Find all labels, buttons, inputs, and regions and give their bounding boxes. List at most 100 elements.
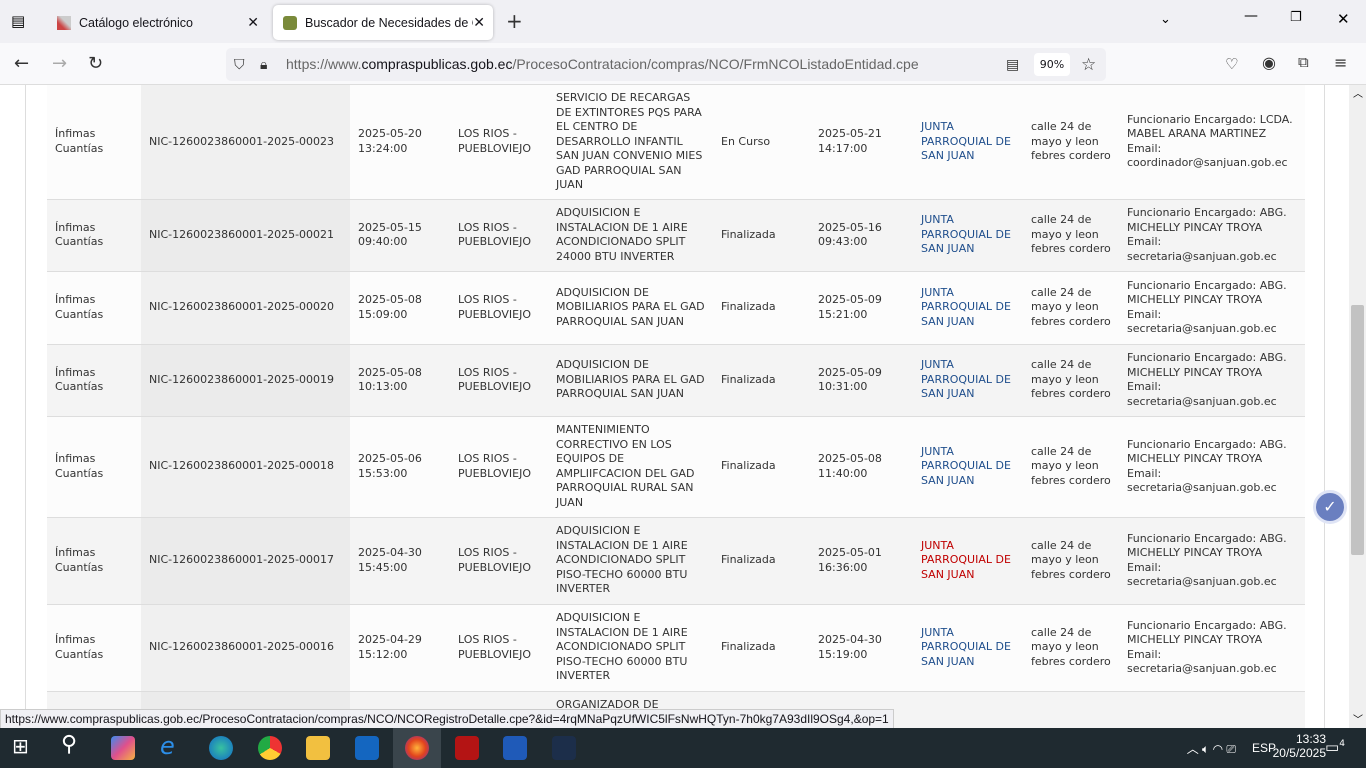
cell-ubicacion: LOS RIOS - PUEBLOVIEJO bbox=[450, 416, 548, 518]
cell-entidad[interactable]: JUNTA PARROQUIAL DE SAN JUAN bbox=[913, 85, 1023, 200]
cell-direccion: calle 24 de mayo y leon febres cordero bbox=[1023, 344, 1119, 417]
forward-icon[interactable]: → bbox=[52, 53, 68, 74]
cell-codigo: NIC-1260023860001-2025-00021 bbox=[141, 199, 350, 272]
cell-direccion bbox=[1023, 691, 1119, 728]
scrollbar-thumb[interactable] bbox=[1351, 305, 1364, 555]
results-table: Ínfimas Cuantías NIC-1260023860001-2025-0… bbox=[47, 85, 1305, 728]
cell-entidad[interactable]: JUNTA PARROQUIAL DE SAN JUAN bbox=[913, 199, 1023, 272]
cell-tipo: Ínfimas Cuantías bbox=[47, 416, 141, 518]
cell-ubicacion: LOS RIOS - PUEBLOVIEJO bbox=[450, 604, 548, 692]
close-window-icon[interactable]: ✕ bbox=[1337, 10, 1350, 28]
table-row: Ínfimas Cuantías NIC-1260023860001-2025-0… bbox=[47, 604, 1305, 692]
tab-strip: ▤ Catálogo electrónico ✕ Buscador de Nece… bbox=[0, 0, 1366, 43]
clock-time[interactable]: 13:33 bbox=[1295, 732, 1326, 746]
cell-descripcion: SERVICIO DE RECARGAS DE EXTINTORES PQS P… bbox=[548, 85, 713, 200]
cell-direccion: calle 24 de mayo y leon febres cordero bbox=[1023, 604, 1119, 692]
tray-icons[interactable]: ︿ 🔈︎ ◠ ⎚ bbox=[1186, 742, 1236, 756]
new-tab-icon[interactable]: + bbox=[506, 9, 523, 33]
back-icon[interactable]: ← bbox=[14, 53, 30, 74]
cell-direccion: calle 24 de mayo y leon febres cordero bbox=[1023, 271, 1119, 345]
cell-entidad[interactable] bbox=[913, 691, 1023, 728]
cell-estado: Finalizada bbox=[713, 271, 810, 345]
cell-direccion: calle 24 de mayo y leon febres cordero bbox=[1023, 416, 1119, 518]
cell-direccion: calle 24 de mayo y leon febres cordero bbox=[1023, 517, 1119, 605]
cell-direccion: calle 24 de mayo y leon febres cordero bbox=[1023, 199, 1119, 272]
tab-label: Catálogo electrónico bbox=[79, 15, 193, 30]
cell-estado: En Curso bbox=[713, 85, 810, 200]
cell-estado: Finalizada bbox=[713, 416, 810, 518]
minimize-icon[interactable]: — bbox=[1244, 8, 1258, 24]
cell-entidad[interactable]: JUNTA PARROQUIAL DE SAN JUAN bbox=[913, 604, 1023, 692]
reload-icon[interactable]: ↻ bbox=[88, 53, 104, 74]
url-path: /ProcesoContratacion/compras/NCO/FrmNCOL… bbox=[512, 56, 919, 72]
outlook-icon[interactable] bbox=[355, 736, 379, 760]
windows-start-icon[interactable]: ⊞ bbox=[12, 734, 29, 758]
acrobat-icon[interactable] bbox=[455, 736, 479, 760]
cell-codigo: NIC-1260023860001-2025-00019 bbox=[141, 344, 350, 417]
list-tabs-chevron-icon[interactable]: ⌄ bbox=[1160, 12, 1171, 27]
reader-view-icon[interactable]: ▤ bbox=[1006, 56, 1020, 72]
word-icon[interactable] bbox=[503, 736, 527, 760]
chrome-icon[interactable] bbox=[258, 736, 282, 760]
cell-codigo: NIC-1260023860001-2025-00016 bbox=[141, 604, 350, 692]
pocket-icon[interactable]: ♡ bbox=[1225, 55, 1239, 73]
scroll-up-icon[interactable]: ︿ bbox=[1353, 89, 1363, 100]
accessibility-widget-icon[interactable]: ✓ bbox=[1313, 490, 1347, 524]
cell-ubicacion: LOS RIOS - PUEBLOVIEJO bbox=[450, 271, 548, 345]
cell-descripcion: ADQUISICION E INSTALACION DE 1 AIRE ACON… bbox=[548, 517, 713, 605]
close-tab-icon[interactable]: ✕ bbox=[473, 14, 485, 30]
shield-icon[interactable]: ⛉ bbox=[234, 56, 245, 72]
cell-contacto: Funcionario Encargado: LCDA. MABEL ARANA… bbox=[1119, 85, 1305, 200]
tab-buscador[interactable]: Buscador de Necesidades de Co ✕ bbox=[273, 5, 493, 40]
search-icon[interactable]: ⚲ bbox=[61, 732, 78, 757]
menu-icon[interactable]: ≡ bbox=[1334, 53, 1348, 72]
cell-tipo: Ínfimas Cuantías bbox=[47, 517, 141, 605]
cell-contacto: Funcionario Encargado: ABG. MICHELLY PIN… bbox=[1119, 416, 1305, 518]
cell-fecha-fin: 2025-05-09 15:21:00 bbox=[810, 271, 913, 345]
bookmark-star-icon[interactable]: ☆ bbox=[1081, 55, 1097, 74]
account-icon[interactable]: ◉ bbox=[1262, 53, 1276, 72]
cell-fecha-fin: 2025-05-21 14:17:00 bbox=[810, 85, 913, 200]
cell-entidad[interactable]: JUNTA PARROQUIAL DE SAN JUAN bbox=[913, 416, 1023, 518]
cell-fecha-fin: 2025-04-30 15:19:00 bbox=[810, 604, 913, 692]
firefox-icon[interactable] bbox=[405, 736, 429, 760]
cell-descripcion: ADQUISICION E INSTALACION DE 1 AIRE ACON… bbox=[548, 604, 713, 692]
status-url: https://www.compraspublicas.gob.ec/Proce… bbox=[0, 709, 894, 729]
edge-icon[interactable] bbox=[209, 736, 233, 760]
url-bar[interactable]: ⛉ 🔒︎ https://www.compraspublicas.gob.ec/Pr… bbox=[226, 48, 1106, 81]
cell-tipo: Ínfimas Cuantías bbox=[47, 271, 141, 345]
notifications-icon[interactable]: ▭4 bbox=[1325, 738, 1345, 756]
cell-ubicacion: LOS RIOS - PUEBLOVIEJO bbox=[450, 344, 548, 417]
internet-explorer-icon[interactable]: e bbox=[160, 732, 175, 760]
tab-list-icon[interactable]: ▤ bbox=[11, 12, 26, 30]
cell-contacto bbox=[1119, 691, 1305, 728]
cell-descripcion: ADQUISICION DE MOBILIARIOS PARA EL GAD P… bbox=[548, 344, 713, 417]
table-row: Ínfimas Cuantías NIC-1260023860001-2025-0… bbox=[47, 85, 1305, 200]
lock-icon[interactable]: 🔒︎ bbox=[260, 56, 268, 72]
copilot-icon[interactable] bbox=[111, 736, 135, 760]
system-tray: ︿ 🔈︎ ◠ ⎚ ESP 13:33 20/5/2025 bbox=[1187, 732, 1326, 760]
table-row: Ínfimas Cuantías NIC-1260023860001-2025-0… bbox=[47, 199, 1305, 272]
cell-fecha-fin: 2025-05-16 09:43:00 bbox=[810, 199, 913, 272]
close-tab-icon[interactable]: ✕ bbox=[247, 14, 259, 30]
cell-entidad[interactable]: JUNTA PARROQUIAL DE SAN JUAN bbox=[913, 344, 1023, 417]
content-frame bbox=[25, 85, 1325, 728]
language-indicator[interactable]: ESP bbox=[1251, 741, 1276, 755]
cell-entidad[interactable]: JUNTA PARROQUIAL DE SAN JUAN bbox=[913, 517, 1023, 605]
restore-icon[interactable]: ❐ bbox=[1290, 10, 1302, 25]
file-explorer-icon[interactable] bbox=[306, 736, 330, 760]
cell-entidad[interactable]: JUNTA PARROQUIAL DE SAN JUAN bbox=[913, 271, 1023, 345]
cell-fecha-fin: 2025-05-08 11:40:00 bbox=[810, 416, 913, 518]
extensions-icon[interactable]: ⧉ bbox=[1298, 53, 1309, 71]
cell-estado: Finalizada bbox=[713, 517, 810, 605]
cell-fecha: 2025-05-08 15:09:00 bbox=[350, 271, 450, 345]
cell-fecha: 2025-04-29 15:12:00 bbox=[350, 604, 450, 692]
taskbar: ⊞ ⚲ e ︿ 🔈︎ ◠ ⎚ ESP 13:33 20/5/2025 ▭4 bbox=[0, 728, 1366, 768]
table-row: Ínfimas Cuantías NIC-1260023860001-2025-0… bbox=[47, 416, 1305, 518]
scroll-down-icon[interactable]: ﹀ bbox=[1353, 715, 1363, 726]
clock-date[interactable]: 20/5/2025 bbox=[1272, 746, 1326, 760]
fes-app-icon[interactable] bbox=[552, 736, 576, 760]
tab-catalogo[interactable]: Catálogo electrónico ✕ bbox=[45, 5, 267, 40]
cell-codigo: NIC-1260023860001-2025-00017 bbox=[141, 517, 350, 605]
zoom-level-button[interactable]: 90% bbox=[1034, 53, 1070, 76]
